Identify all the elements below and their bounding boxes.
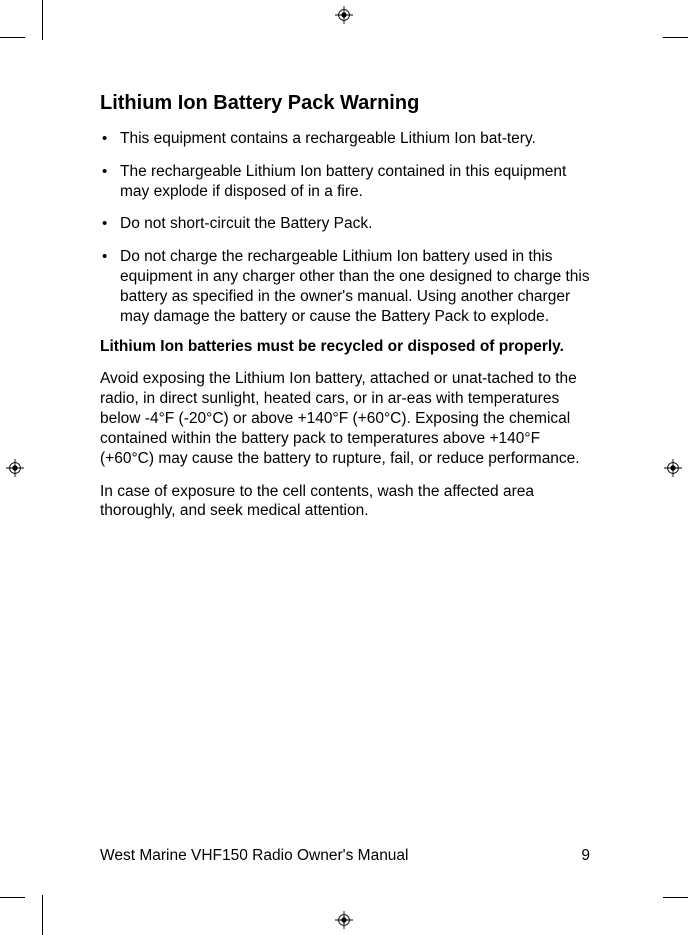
crop-mark <box>663 37 688 38</box>
warning-list: This equipment contains a rechargeable L… <box>100 129 590 327</box>
registration-mark-icon <box>335 6 353 24</box>
page-footer: West Marine VHF150 Radio Owner's Manual … <box>100 847 590 865</box>
list-item: The rechargeable Lithium Ion battery con… <box>100 162 590 202</box>
list-item: This equipment contains a rechargeable L… <box>100 129 590 149</box>
page-content: Lithium Ion Battery Pack Warning This eq… <box>100 92 590 534</box>
paragraph: Avoid exposing the Lithium Ion battery, … <box>100 369 590 468</box>
paragraph: In case of exposure to the cell contents… <box>100 482 590 522</box>
page-number: 9 <box>581 847 590 865</box>
section-heading: Lithium Ion Battery Pack Warning <box>100 92 590 115</box>
registration-mark-icon <box>335 911 353 929</box>
list-item: Do not short-circuit the Battery Pack. <box>100 214 590 234</box>
registration-mark-icon <box>664 459 682 477</box>
crop-mark <box>663 897 688 898</box>
registration-mark-icon <box>6 459 24 477</box>
crop-mark <box>0 897 25 898</box>
crop-mark <box>42 0 43 40</box>
crop-mark <box>42 895 43 935</box>
crop-mark <box>0 37 25 38</box>
footer-title: West Marine VHF150 Radio Owner's Manual <box>100 847 409 865</box>
recycle-notice: Lithium Ion batteries must be recycled o… <box>100 337 590 357</box>
list-item: Do not charge the rechargeable Lithium I… <box>100 247 590 326</box>
